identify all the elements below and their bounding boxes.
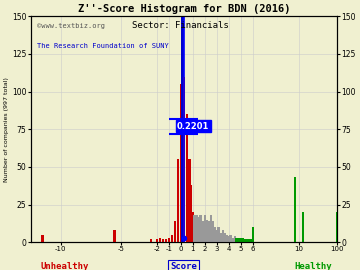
Bar: [243, 239, 246, 242]
Bar: [185, 114, 188, 242]
Bar: [174, 221, 176, 242]
Bar: [158, 238, 161, 242]
Bar: [336, 212, 338, 242]
Bar: [247, 239, 250, 242]
Text: Sector: Financials: Sector: Financials: [132, 21, 228, 30]
Bar: [237, 238, 240, 242]
Bar: [183, 77, 185, 242]
Text: Healthy: Healthy: [294, 262, 332, 270]
Bar: [167, 238, 170, 242]
Bar: [252, 227, 254, 242]
Text: 0.2201: 0.2201: [177, 122, 209, 131]
Text: The Research Foundation of SUNY: The Research Foundation of SUNY: [37, 43, 168, 49]
Bar: [229, 235, 232, 242]
Bar: [181, 16, 184, 242]
Bar: [235, 238, 238, 242]
Text: Unhealthy: Unhealthy: [41, 262, 89, 270]
Bar: [188, 159, 191, 242]
Bar: [294, 177, 296, 242]
Bar: [198, 217, 200, 242]
Bar: [234, 236, 236, 242]
Bar: [113, 230, 116, 242]
Y-axis label: Number of companies (997 total): Number of companies (997 total): [4, 77, 9, 182]
Bar: [201, 221, 204, 242]
Bar: [224, 233, 226, 242]
Bar: [204, 215, 206, 242]
Bar: [211, 221, 214, 242]
Bar: [171, 235, 173, 242]
Text: Score: Score: [170, 262, 197, 270]
Bar: [156, 239, 158, 242]
Bar: [213, 227, 216, 242]
Bar: [41, 235, 44, 242]
Bar: [225, 235, 228, 242]
Bar: [240, 238, 242, 242]
Text: ©www.textbiz.org: ©www.textbiz.org: [37, 23, 105, 29]
Bar: [228, 236, 230, 242]
Bar: [149, 239, 152, 242]
Bar: [165, 239, 167, 242]
Bar: [249, 239, 252, 242]
Bar: [219, 233, 222, 242]
Bar: [246, 239, 248, 242]
Bar: [217, 227, 220, 242]
Bar: [193, 215, 196, 242]
Bar: [176, 159, 179, 242]
Bar: [222, 230, 224, 242]
Bar: [231, 238, 234, 242]
Bar: [199, 215, 202, 242]
Bar: [192, 212, 194, 242]
Bar: [190, 185, 193, 242]
Bar: [242, 238, 244, 242]
Bar: [210, 215, 212, 242]
Bar: [180, 84, 182, 242]
Bar: [216, 230, 218, 242]
Bar: [207, 221, 210, 242]
Bar: [195, 215, 198, 242]
Bar: [162, 239, 164, 242]
Bar: [302, 212, 305, 242]
Title: Z''-Score Histogram for BDN (2016): Z''-Score Histogram for BDN (2016): [78, 4, 290, 14]
Bar: [206, 220, 208, 242]
